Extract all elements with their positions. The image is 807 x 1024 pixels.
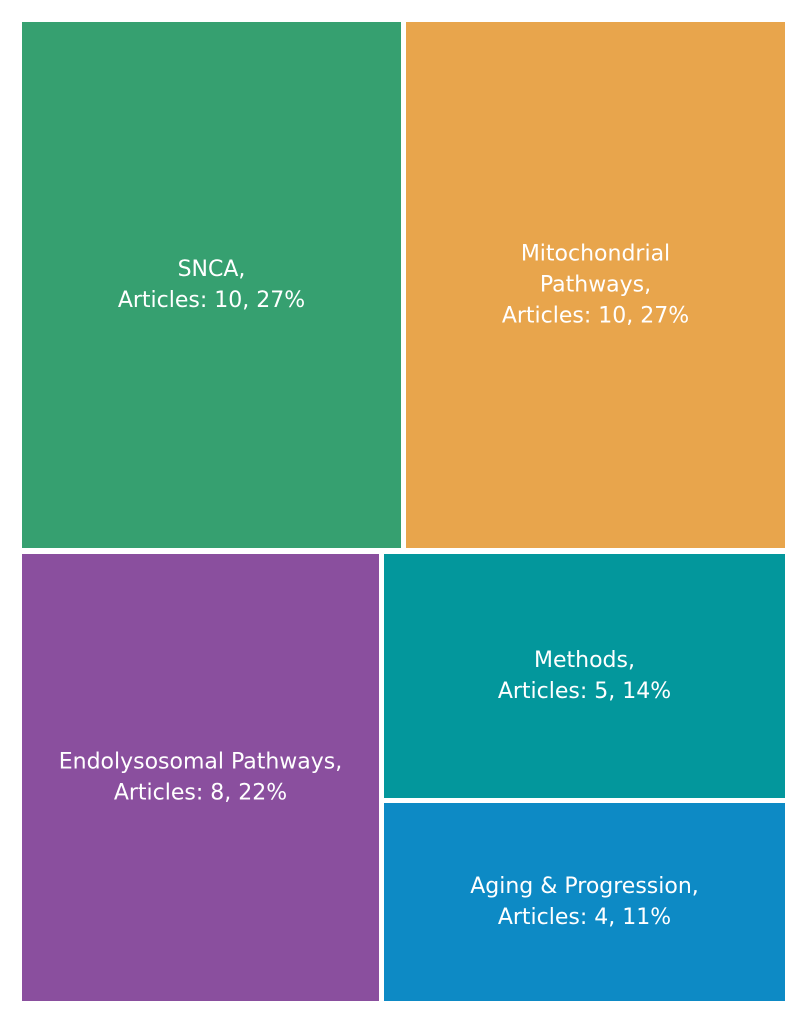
tile-label-line: Articles: 5, 14% bbox=[498, 679, 671, 704]
tile-rect-methods[interactable] bbox=[384, 554, 785, 798]
tile-aging-and-progression[interactable]: Aging & Progression, Articles: 4, 11% bbox=[384, 803, 785, 1001]
tile-rect-aging-and-progression[interactable] bbox=[384, 803, 785, 1001]
tile-label-line: Mitochondrial bbox=[521, 242, 670, 267]
tile-label-aging-and-progression: Aging & Progression, Articles: 4, 11% bbox=[470, 874, 699, 930]
tile-label-line: Articles: 10, 27% bbox=[118, 288, 305, 313]
tile-label-mitochondrial-pathways: Mitochondrial Pathways, Articles: 10, 27% bbox=[502, 242, 689, 329]
tile-snca[interactable]: SNCA, Articles: 10, 27% bbox=[22, 22, 401, 548]
tile-label-line: Pathways, bbox=[540, 273, 651, 298]
tile-label-line: Articles: 4, 11% bbox=[498, 905, 671, 930]
tile-label-line: Aging & Progression, bbox=[470, 874, 699, 899]
tile-rect-endolysosomal-pathways[interactable] bbox=[22, 554, 379, 1001]
tile-mitochondrial-pathways[interactable]: Mitochondrial Pathways, Articles: 10, 27% bbox=[406, 22, 785, 548]
tile-methods[interactable]: Methods, Articles: 5, 14% bbox=[384, 554, 785, 798]
tile-rect-snca[interactable] bbox=[22, 22, 401, 548]
tile-label-endolysosomal-pathways: Endolysosomal Pathways, Articles: 8, 22% bbox=[59, 750, 343, 806]
tile-label-line: SNCA, bbox=[178, 257, 246, 282]
tile-label-line: Articles: 10, 27% bbox=[502, 304, 689, 329]
tile-rect-mitochondrial-pathways[interactable] bbox=[406, 22, 785, 548]
tile-label-line: Methods, bbox=[534, 648, 635, 673]
tile-label-line: Endolysosomal Pathways, bbox=[59, 750, 343, 775]
tile-label-methods: Methods, Articles: 5, 14% bbox=[498, 648, 671, 704]
tile-label-line: Articles: 8, 22% bbox=[114, 781, 287, 806]
tile-label-snca: SNCA, Articles: 10, 27% bbox=[118, 257, 305, 313]
tile-endolysosomal-pathways[interactable]: Endolysosomal Pathways, Articles: 8, 22% bbox=[22, 554, 379, 1001]
